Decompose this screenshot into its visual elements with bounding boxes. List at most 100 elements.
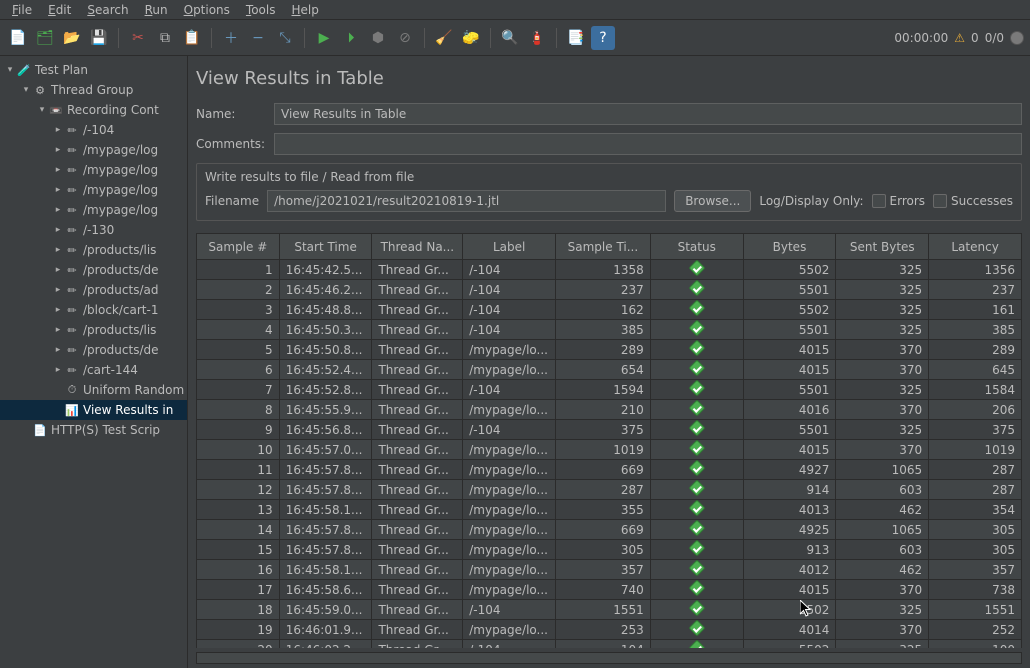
menu-edit[interactable]: Edit bbox=[40, 1, 79, 19]
menu-file[interactable]: File bbox=[4, 1, 40, 19]
table-row[interactable]: 216:45:46.2...Thread Gr.../-104237550132… bbox=[197, 280, 1022, 300]
tree-toggle-icon[interactable]: ▾ bbox=[36, 105, 48, 115]
browse-button[interactable]: Browse... bbox=[674, 190, 751, 212]
table-row[interactable]: 1716:45:58.6...Thread Gr.../mypage/lo...… bbox=[197, 580, 1022, 600]
remove-icon[interactable]: − bbox=[246, 26, 270, 50]
column-header[interactable]: Start Time bbox=[279, 234, 372, 260]
table-row[interactable]: 116:45:42.5...Thread Gr.../-104135855023… bbox=[197, 260, 1022, 280]
tree-node[interactable]: ▸✏/mypage/log bbox=[0, 180, 187, 200]
table-row[interactable]: 916:45:56.8...Thread Gr.../-104375550132… bbox=[197, 420, 1022, 440]
horizontal-scrollbar[interactable] bbox=[196, 652, 1022, 664]
tree-node[interactable]: ▾📼Recording Cont bbox=[0, 100, 187, 120]
menu-help[interactable]: Help bbox=[284, 1, 327, 19]
tree-node[interactable]: ▸✏/mypage/log bbox=[0, 200, 187, 220]
clear-all-icon[interactable]: 🧽 bbox=[459, 26, 483, 50]
tree-node[interactable]: ▸✏/products/ad bbox=[0, 280, 187, 300]
paste-icon[interactable]: 📋 bbox=[180, 26, 204, 50]
function-helper-icon[interactable]: 📑 bbox=[564, 26, 588, 50]
tree-toggle-icon[interactable]: ▸ bbox=[52, 265, 64, 275]
menu-options[interactable]: Options bbox=[176, 1, 238, 19]
open-icon[interactable]: 📂 bbox=[60, 26, 84, 50]
menu-run[interactable]: Run bbox=[137, 1, 176, 19]
help-icon[interactable]: ? bbox=[591, 26, 615, 50]
table-row[interactable]: 416:45:50.3...Thread Gr.../-104385550132… bbox=[197, 320, 1022, 340]
table-row[interactable]: 1016:45:57.0...Thread Gr.../mypage/lo...… bbox=[197, 440, 1022, 460]
tree-toggle-icon[interactable]: ▸ bbox=[52, 125, 64, 135]
tree-node[interactable]: ▸✏/-104 bbox=[0, 120, 187, 140]
copy-icon[interactable]: ⧉ bbox=[153, 26, 177, 50]
search-icon[interactable]: 🔍 bbox=[498, 26, 522, 50]
cut-icon[interactable]: ✂ bbox=[126, 26, 150, 50]
results-table[interactable]: Sample #Start TimeThread Na...LabelSampl… bbox=[196, 233, 1022, 648]
table-row[interactable]: 1216:45:57.8...Thread Gr.../mypage/lo...… bbox=[197, 480, 1022, 500]
clear-icon[interactable]: 🧹 bbox=[432, 26, 456, 50]
tree-node[interactable]: ▾⚙Thread Group bbox=[0, 80, 187, 100]
shutdown-icon[interactable]: ⊘ bbox=[393, 26, 417, 50]
tree-node[interactable]: ▸✏/products/de bbox=[0, 260, 187, 280]
tree-node[interactable]: ▸✏/products/de bbox=[0, 340, 187, 360]
tree-node[interactable]: 📊View Results in bbox=[0, 400, 187, 420]
table-row[interactable]: 1316:45:58.1...Thread Gr.../mypage/lo...… bbox=[197, 500, 1022, 520]
tree-node[interactable]: ▸✏/block/cart-1 bbox=[0, 300, 187, 320]
warning-icon[interactable]: ⚠ bbox=[954, 31, 965, 45]
toggle-icon[interactable]: ⤡ bbox=[273, 26, 297, 50]
tree-toggle-icon[interactable]: ▾ bbox=[4, 65, 16, 75]
tree-node[interactable]: ▸✏/mypage/log bbox=[0, 140, 187, 160]
stop-icon[interactable]: ⬢ bbox=[366, 26, 390, 50]
tree-node[interactable]: ▸✏/products/lis bbox=[0, 240, 187, 260]
menu-search[interactable]: Search bbox=[79, 1, 136, 19]
tree-node[interactable]: 📄HTTP(S) Test Scrip bbox=[0, 420, 187, 440]
test-plan-tree[interactable]: ▾🧪Test Plan▾⚙Thread Group▾📼Recording Con… bbox=[0, 56, 188, 668]
tree-toggle-icon[interactable]: ▸ bbox=[52, 165, 64, 175]
table-row[interactable]: 1416:45:57.8...Thread Gr.../mypage/lo...… bbox=[197, 520, 1022, 540]
tree-toggle-icon[interactable]: ▸ bbox=[52, 225, 64, 235]
tree-toggle-icon[interactable]: ▸ bbox=[52, 345, 64, 355]
tree-node[interactable]: ⏱Uniform Random bbox=[0, 380, 187, 400]
save-icon[interactable]: 💾 bbox=[87, 26, 111, 50]
successes-checkbox[interactable]: Successes bbox=[933, 194, 1013, 208]
tree-toggle-icon[interactable]: ▸ bbox=[52, 245, 64, 255]
tree-toggle-icon[interactable]: ▸ bbox=[52, 285, 64, 295]
column-header[interactable]: Bytes bbox=[743, 234, 836, 260]
column-header[interactable]: Sample Ti... bbox=[556, 234, 651, 260]
add-icon[interactable]: ＋ bbox=[219, 26, 243, 50]
start-no-pause-icon[interactable]: ⏵ bbox=[339, 26, 363, 50]
tree-node[interactable]: ▾🧪Test Plan bbox=[0, 60, 187, 80]
filename-input[interactable] bbox=[267, 190, 666, 212]
table-header-row[interactable]: Sample #Start TimeThread Na...LabelSampl… bbox=[197, 234, 1022, 260]
table-row[interactable]: 1916:46:01.9...Thread Gr.../mypage/lo...… bbox=[197, 620, 1022, 640]
new-icon[interactable]: 📄 bbox=[6, 26, 30, 50]
tree-node[interactable]: ▸✏/cart-144 bbox=[0, 360, 187, 380]
column-header[interactable]: Sent Bytes bbox=[836, 234, 929, 260]
table-row[interactable]: 1516:45:57.8...Thread Gr.../mypage/lo...… bbox=[197, 540, 1022, 560]
tree-toggle-icon[interactable]: ▸ bbox=[52, 305, 64, 315]
column-header[interactable]: Latency bbox=[929, 234, 1022, 260]
start-icon[interactable]: ▶ bbox=[312, 26, 336, 50]
table-row[interactable]: 316:45:48.8...Thread Gr.../-104162550232… bbox=[197, 300, 1022, 320]
tree-node[interactable]: ▸✏/mypage/log bbox=[0, 160, 187, 180]
menu-tools[interactable]: Tools bbox=[238, 1, 284, 19]
table-row[interactable]: 516:45:50.8...Thread Gr.../mypage/lo...2… bbox=[197, 340, 1022, 360]
tree-node[interactable]: ▸✏/products/lis bbox=[0, 320, 187, 340]
tree-toggle-icon[interactable]: ▸ bbox=[52, 185, 64, 195]
tree-toggle-icon[interactable]: ▸ bbox=[52, 325, 64, 335]
table-row[interactable]: 2016:46:02.2...Thread Gr.../-10410455023… bbox=[197, 640, 1022, 649]
name-input[interactable] bbox=[274, 103, 1022, 125]
comments-input[interactable] bbox=[274, 133, 1022, 155]
templates-icon[interactable]: 🗂 bbox=[33, 26, 57, 50]
table-row[interactable]: 816:45:55.9...Thread Gr.../mypage/lo...2… bbox=[197, 400, 1022, 420]
errors-checkbox[interactable]: Errors bbox=[872, 194, 926, 208]
column-header[interactable]: Sample # bbox=[197, 234, 280, 260]
table-row[interactable]: 1116:45:57.8...Thread Gr.../mypage/lo...… bbox=[197, 460, 1022, 480]
column-header[interactable]: Status bbox=[650, 234, 743, 260]
tree-toggle-icon[interactable]: ▸ bbox=[52, 365, 64, 375]
table-row[interactable]: 716:45:52.8...Thread Gr.../-104159455013… bbox=[197, 380, 1022, 400]
tree-node[interactable]: ▸✏/-130 bbox=[0, 220, 187, 240]
tree-toggle-icon[interactable]: ▸ bbox=[52, 145, 64, 155]
tree-toggle-icon[interactable]: ▸ bbox=[52, 205, 64, 215]
column-header[interactable]: Label bbox=[463, 234, 556, 260]
tree-toggle-icon[interactable]: ▾ bbox=[20, 85, 32, 95]
reset-search-icon[interactable]: 🧯 bbox=[525, 26, 549, 50]
table-row[interactable]: 1616:45:58.1...Thread Gr.../mypage/lo...… bbox=[197, 560, 1022, 580]
table-row[interactable]: 616:45:52.4...Thread Gr.../mypage/lo...6… bbox=[197, 360, 1022, 380]
